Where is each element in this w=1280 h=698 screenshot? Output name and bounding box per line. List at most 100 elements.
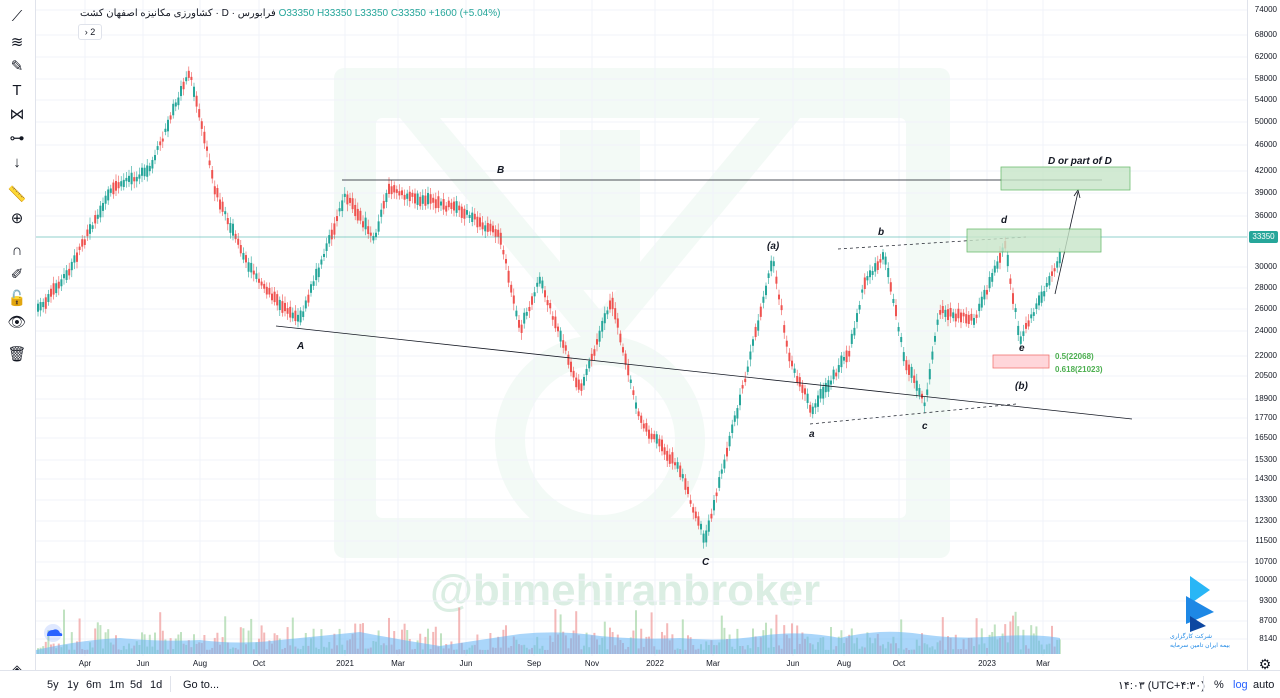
volume-bar [403,623,406,654]
price-tick-label: 36000 [1254,211,1277,220]
candle-body [115,181,117,191]
price-axis[interactable]: 74000 68000 62000 58000 54000 50000 46000 42000… [1247,0,1280,670]
lower-triangle-line[interactable] [809,403,1017,425]
time-tick-label: 2023 [978,659,996,668]
magnet-icon[interactable]: ∩ [11,241,23,259]
label-A: A [296,341,304,352]
candle-body [895,304,897,317]
candle-body [676,462,679,469]
candle-body [603,313,606,324]
log-toggle[interactable]: log [1233,679,1248,691]
pattern-tool-icon[interactable]: ⋈ [9,106,25,123]
candle-body [187,70,190,78]
candle-body [398,191,401,196]
price-tick-label: 8140 [1259,634,1277,643]
candle-body [538,276,541,284]
candle-body [541,280,544,289]
brush-icon[interactable]: ✎ [10,58,24,75]
time-tick-label: Mar [706,659,720,668]
zoom-icon[interactable]: ⊕ [10,210,24,227]
candle-body [476,216,479,228]
lock-icon[interactable]: 🔓 [7,290,27,307]
candle-body [780,305,783,311]
candle-body [754,326,757,338]
candle-body [375,232,377,238]
candle-body [411,192,414,197]
range-1y[interactable]: 1y [67,679,79,691]
range-5y[interactable]: 5y [47,679,59,691]
candle-body [460,206,463,218]
candle-body [211,170,214,179]
trash-icon[interactable]: 🗑 [7,346,27,363]
range-1m[interactable]: 1m [109,679,125,691]
candle-body [588,360,591,369]
candle-body [481,222,484,230]
candle-body [466,210,468,215]
candle-body [629,379,632,384]
candle-body [224,211,227,215]
label-c-small: c [922,421,928,432]
candle-body [575,377,578,388]
candle-body [432,197,435,203]
candle-body [263,283,266,289]
candle-body [536,282,539,287]
candle-body [343,193,346,197]
volume-bar [96,622,99,654]
ruler-icon[interactable]: 📏 [7,186,27,203]
candle-body [642,423,645,429]
candle-body [268,287,271,295]
range-1d[interactable]: 1d [150,679,163,691]
candle-body [749,351,752,360]
candle-body [876,261,879,270]
candle-body [427,192,429,205]
target-zone[interactable] [1000,166,1131,191]
settings-gear-icon[interactable]: ⚙ [1258,656,1272,672]
candle-body [980,296,983,308]
candle-body [866,276,869,281]
range-5d[interactable]: 5d [130,679,143,691]
percent-toggle[interactable]: % [1214,679,1224,691]
candle-body [489,223,492,232]
eye-icon[interactable]: 👁 [7,314,27,331]
collapse-indicators-button[interactable]: › 2 [78,24,102,40]
clock[interactable]: ۱۴:۰۳ (UTC+۴:۳۰) [1118,680,1205,692]
price-tick-label: 13300 [1254,495,1277,504]
symbol-legend[interactable]: کشاورزی مکانیزه اصفهان کشت · D · فرابورس… [80,8,501,19]
candle-body [317,267,320,278]
trendline-a-c[interactable] [275,325,1133,420]
candle-body [221,201,224,212]
candle-body [351,198,354,210]
candle-body [94,215,97,224]
candle-body [765,285,767,296]
auto-toggle[interactable]: auto [1253,679,1275,691]
prediction-tool-icon[interactable]: ⊶ [9,130,25,147]
candle-body [882,252,884,260]
candle-body [382,200,385,209]
candle-body [1032,312,1035,316]
fib-tool-icon[interactable]: ≋ [10,34,24,51]
price-tick-label: 68000 [1254,30,1277,39]
candle-body [364,217,367,230]
chart-pane[interactable]: @bimehiranbroker B A C (a) b a c d e (b)… [36,0,1247,670]
text-tool-icon[interactable]: T [12,81,22,99]
candle-body [962,312,965,317]
candle-body [523,312,526,324]
candle-body [177,97,180,106]
candle-body [229,223,232,233]
arrow-down-icon[interactable]: ↓ [13,153,21,171]
candle-body [437,196,440,209]
goto-button[interactable]: Go to... [183,679,220,691]
range-6m[interactable]: 6m [86,679,102,691]
label-paren-a: (a) [767,241,780,252]
candle-body [369,232,372,236]
trend-line-icon[interactable]: ⟋ [11,7,23,25]
candle-body [580,383,583,391]
stay-drawing-icon[interactable]: ✐ [10,266,24,283]
candle-body [486,222,489,232]
candle-body [832,369,835,380]
fib-zone[interactable] [992,354,1050,369]
candle-body [960,312,962,323]
d-zone[interactable] [966,228,1102,253]
price-tick-label: 9300 [1259,596,1277,605]
candle-body [577,379,580,390]
